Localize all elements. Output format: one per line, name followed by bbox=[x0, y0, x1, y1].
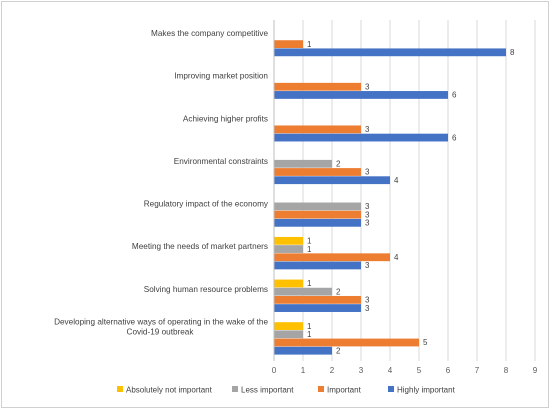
data-label: 6 bbox=[452, 91, 457, 100]
bar bbox=[274, 346, 332, 355]
bar bbox=[274, 202, 361, 211]
x-tick-label: 6 bbox=[446, 366, 451, 375]
bar bbox=[274, 322, 303, 330]
bar bbox=[274, 236, 303, 245]
bar bbox=[274, 168, 361, 176]
x-tick-label: 7 bbox=[475, 366, 480, 375]
x-tick-label: 1 bbox=[301, 366, 306, 375]
data-label: 8 bbox=[510, 48, 515, 57]
x-tick-label: 3 bbox=[359, 366, 364, 375]
bar bbox=[274, 210, 361, 219]
legend-label: Highly important bbox=[397, 386, 456, 395]
data-label: 6 bbox=[452, 133, 457, 142]
bar bbox=[274, 133, 448, 142]
bar bbox=[274, 287, 332, 296]
category-label: Environmental constraints bbox=[174, 157, 268, 166]
legend-label: Absolutely not important bbox=[126, 386, 213, 395]
bar bbox=[274, 48, 506, 57]
bar bbox=[274, 176, 390, 185]
data-label: 1 bbox=[307, 330, 312, 339]
legend-swatch bbox=[232, 386, 238, 392]
bar bbox=[274, 304, 361, 312]
data-label: 3 bbox=[365, 168, 370, 177]
bar bbox=[274, 261, 361, 270]
data-label: 4 bbox=[394, 176, 399, 185]
data-label: 2 bbox=[336, 287, 341, 296]
bar bbox=[274, 218, 361, 227]
data-label: 5 bbox=[423, 338, 428, 347]
data-label: 1 bbox=[307, 245, 312, 254]
data-label: 3 bbox=[365, 296, 370, 305]
bar bbox=[274, 330, 303, 339]
data-label: 3 bbox=[365, 210, 370, 219]
bar bbox=[274, 295, 361, 304]
category-label: Regulatory impact of the economy bbox=[144, 200, 269, 209]
data-label: 3 bbox=[365, 82, 370, 91]
legend-label: Less important bbox=[241, 386, 294, 395]
data-label: 4 bbox=[394, 253, 399, 262]
bar bbox=[274, 91, 448, 99]
category-label: Solving human resource problems bbox=[144, 285, 268, 294]
x-tick-label: 4 bbox=[388, 366, 393, 375]
category-label: Achieving higher profits bbox=[183, 114, 268, 123]
category-label: Makes the company competitive bbox=[151, 29, 268, 38]
data-label: 3 bbox=[365, 202, 370, 211]
x-tick-label: 0 bbox=[272, 366, 277, 375]
data-label: 1 bbox=[307, 40, 312, 49]
bar bbox=[274, 279, 303, 288]
data-label: 1 bbox=[307, 237, 312, 246]
bar bbox=[274, 245, 303, 253]
data-label: 1 bbox=[307, 322, 312, 331]
data-label: 3 bbox=[365, 125, 370, 134]
category-label: Improving market position bbox=[174, 72, 268, 81]
category-label: Meeting the needs of market partners bbox=[132, 242, 268, 251]
bar bbox=[274, 82, 361, 91]
data-label: 3 bbox=[365, 304, 370, 313]
bar bbox=[274, 125, 361, 134]
x-tick-label: 8 bbox=[504, 366, 509, 375]
data-label: 2 bbox=[336, 346, 341, 355]
legend-label: Important bbox=[327, 386, 362, 395]
x-tick-label: 2 bbox=[330, 366, 335, 375]
legend-swatch bbox=[388, 386, 394, 392]
legend-swatch bbox=[318, 386, 324, 392]
data-label: 2 bbox=[336, 160, 341, 169]
bar bbox=[274, 40, 303, 49]
category-label: Developing alternative ways of operating… bbox=[54, 317, 268, 336]
x-tick-label: 5 bbox=[417, 366, 422, 375]
bar bbox=[274, 159, 332, 168]
x-tick-label: 9 bbox=[533, 366, 538, 375]
data-label: 3 bbox=[365, 219, 370, 228]
data-label: 3 bbox=[365, 261, 370, 270]
bar bbox=[274, 338, 419, 347]
data-label: 1 bbox=[307, 279, 312, 288]
legend-swatch bbox=[117, 386, 123, 392]
bar bbox=[274, 253, 390, 262]
